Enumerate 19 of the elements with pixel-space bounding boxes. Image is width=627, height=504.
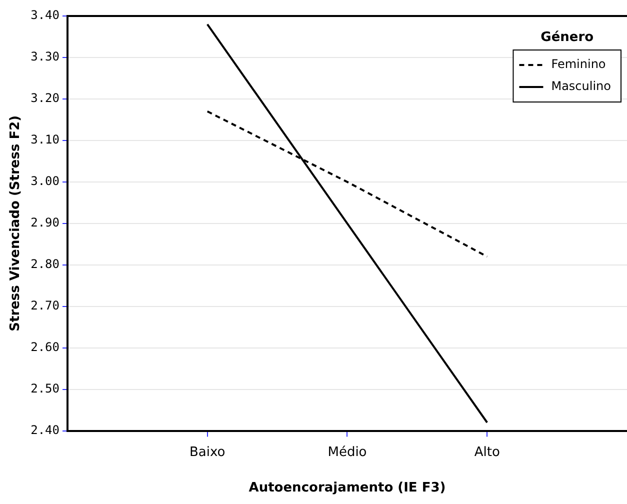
legend-label: Masculino bbox=[551, 79, 612, 94]
x-tick-label: Alto bbox=[474, 444, 500, 460]
x-tick-label: Médio bbox=[328, 444, 367, 460]
y-tick-label: 2.50 bbox=[30, 381, 60, 396]
legend-title: Género bbox=[540, 30, 594, 45]
y-tick-label: 2.70 bbox=[30, 298, 60, 312]
y-tick-label: 2.40 bbox=[30, 422, 60, 437]
x-axis-title: Autoencorajamento (IE F3) bbox=[248, 480, 446, 496]
y-tick-label: 2.90 bbox=[30, 216, 60, 230]
legend-label: Feminino bbox=[551, 57, 606, 72]
y-tick-label: 3.00 bbox=[30, 174, 60, 188]
y-tick-label: 3.10 bbox=[30, 132, 60, 147]
y-tick-label: 2.60 bbox=[30, 340, 60, 354]
y-tick-label: 2.80 bbox=[30, 257, 60, 272]
y-tick-label: 3.20 bbox=[30, 91, 60, 106]
y-axis-title: Stress Vivenciado (Stress F2) bbox=[8, 115, 24, 332]
y-tick-label: 3.30 bbox=[30, 50, 60, 64]
y-tick-label: 3.40 bbox=[30, 8, 60, 22]
x-tick-label: Baixo bbox=[190, 444, 226, 460]
